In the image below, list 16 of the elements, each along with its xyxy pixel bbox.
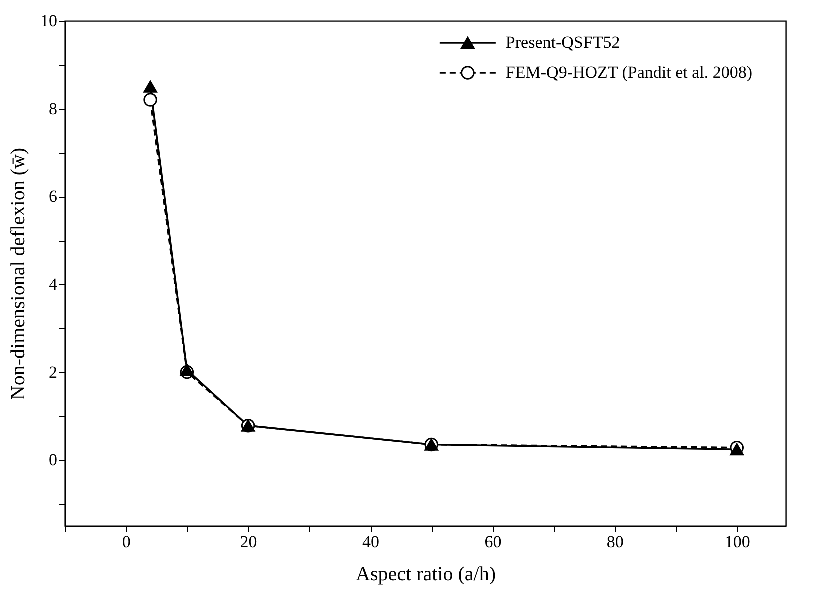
y-axis-title: Non-dimensional deflexion (w̄)	[8, 148, 30, 400]
x-tick-label: 80	[606, 532, 624, 552]
y-tick-label: 0	[49, 450, 58, 470]
y-tick-label: 8	[49, 99, 58, 118]
x-axis-title: Aspect ratio (a/h)	[356, 564, 496, 586]
x-tick-label: 0	[122, 532, 131, 552]
legend-label: Present-QSFT52	[506, 33, 620, 52]
legend-label: FEM-Q9-HOZT (Pandit et al. 2008)	[506, 63, 753, 82]
x-tick-label: 60	[484, 532, 502, 552]
x-tick-label: 20	[240, 532, 258, 552]
x-tick-label: 40	[362, 532, 380, 552]
x-tick-label: 100	[724, 532, 750, 552]
y-tick-label: 10	[40, 12, 58, 30]
y-tick-label: 2	[49, 362, 58, 382]
y-tick-label: 6	[49, 187, 58, 206]
y-tick-label: 4	[49, 274, 58, 294]
